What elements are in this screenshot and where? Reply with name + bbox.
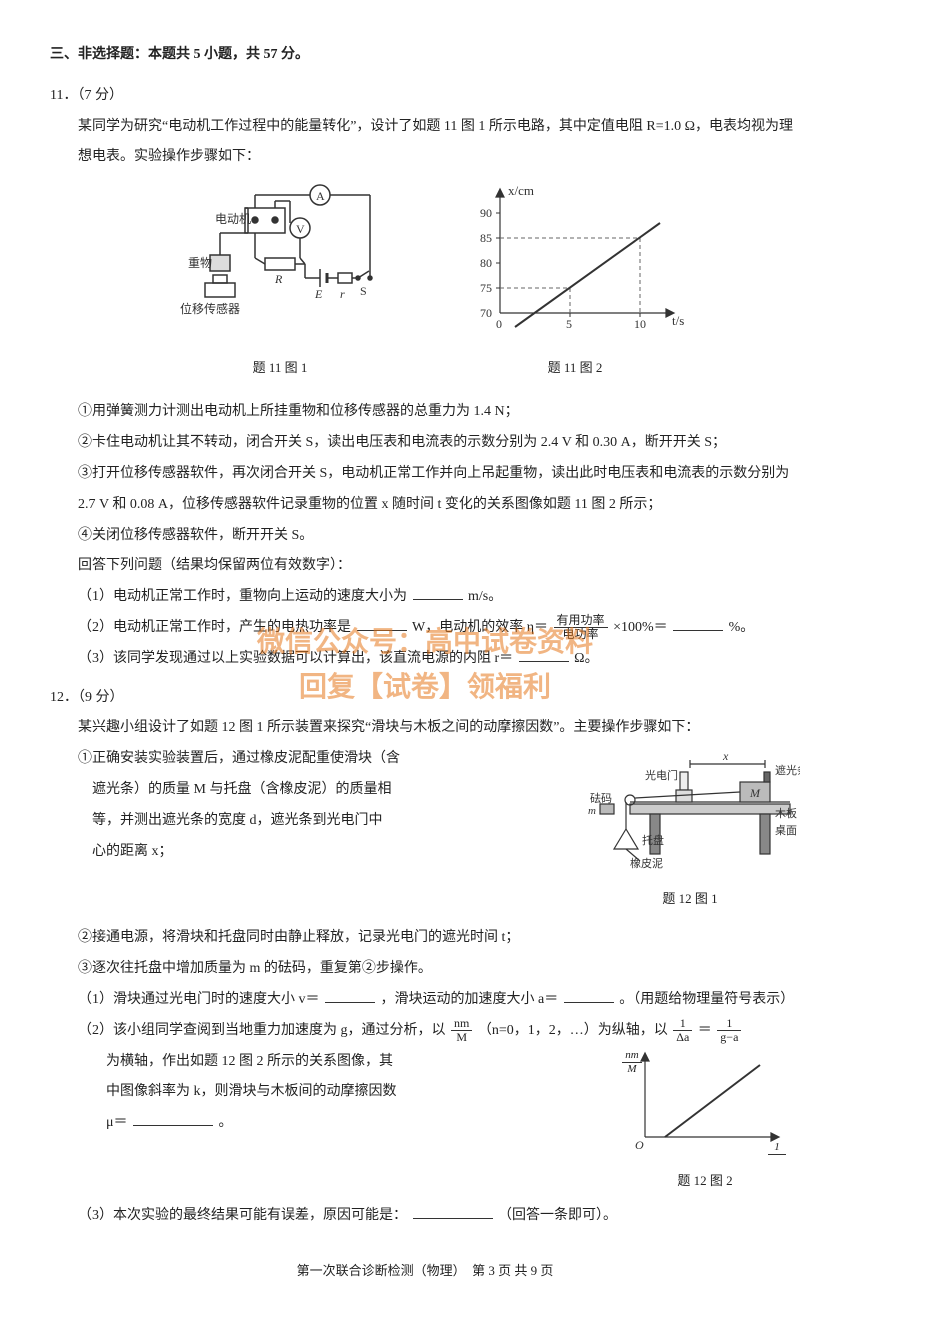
q11-step3: ③打开位移传感器软件，再次闭合开关 S，电动机正常工作并向上吊起重物，读出此时电…	[50, 459, 800, 521]
q12-step2: ②接通电源，将滑块和托盘同时由静止释放，记录光电门的遮光时间 t；	[50, 923, 800, 954]
q11-step2: ②卡住电动机让其不转动，闭合开关 S，读出电压表和电流表的示数分别为 2.4 V…	[50, 428, 800, 459]
q12-a2-eq: ＝	[698, 1023, 712, 1038]
q11-a3-unit: Ω。	[574, 651, 598, 666]
q11-intro: 某同学为研究“电动机工作过程中的能量转化”，设计了如题 11 图 1 所示电路，…	[50, 112, 800, 174]
q12-a1-pre: （1）滑块通过光电门时的速度大小 v＝	[78, 992, 320, 1007]
q12-a2-dot: 。	[219, 1115, 233, 1130]
blank-q12-3[interactable]	[413, 1204, 493, 1219]
label-weight: 重物	[188, 256, 212, 270]
q12-a1-mid: ，滑块运动的加速度大小 a＝	[381, 992, 559, 1007]
q11-number: 11．（7 分）	[50, 81, 800, 112]
yt70: 70	[480, 306, 492, 320]
blank-q12-1b[interactable]	[564, 988, 614, 1003]
q11-a1-unit: m/s。	[468, 589, 502, 604]
blank-q12-mu[interactable]	[133, 1111, 213, 1126]
q11-a3: （3）该同学发现通过以上实验数据可以计算出，该直流电源的内阻 r＝ Ω。	[50, 644, 800, 675]
q12-figure2: O nm M 1 Δa 题 12 图 2	[620, 1047, 790, 1196]
label-putty: 橡皮泥	[630, 857, 663, 870]
blank-q11-1[interactable]	[413, 585, 463, 600]
frac-1da-num: 1	[673, 1017, 692, 1031]
frac-eta: 有用功率 电功率	[554, 614, 608, 641]
page-footer: 第一次联合诊断检测（物理） 第 3 页 共 9 页	[50, 1257, 800, 1286]
xt5: 5	[566, 317, 572, 331]
label-S: S	[360, 284, 367, 298]
yt85: 85	[480, 231, 492, 245]
q12-fig2-caption: 题 12 图 2	[620, 1167, 790, 1196]
blank-q12-1a[interactable]	[325, 988, 375, 1003]
q12-a2: （2）该小组同学查阅到当地重力加速度为 g，通过分析，以 nm M （n=0，1…	[50, 1016, 800, 1047]
xt0: 0	[496, 317, 502, 331]
blank-q11-2b[interactable]	[673, 616, 723, 631]
fig2-yl-den: M	[622, 1062, 641, 1074]
frac-nmM-num: nm	[451, 1017, 472, 1031]
label-r: r	[340, 287, 345, 301]
q12-intro: 某兴趣小组设计了如题 12 图 1 所示装置来探究“滑块与木板之间的动摩擦因数”…	[50, 713, 800, 744]
frac-nmM: nm M	[451, 1017, 472, 1044]
fig2-xl-num: 1	[768, 1141, 786, 1154]
q11-a2-suf: ×100%＝	[613, 620, 668, 635]
q11-a2-mid: W，电动机的效率 η＝	[412, 620, 548, 635]
frac-1ga-num: 1	[717, 1017, 741, 1031]
q12-a2-pre: （2）该小组同学查阅到当地重力加速度为 g，通过分析，以	[78, 1023, 449, 1038]
yt80: 80	[480, 256, 492, 270]
q12-a1: （1）滑块通过光电门时的速度大小 v＝ ，滑块运动的加速度大小 a＝ 。（用题给…	[50, 985, 800, 1016]
label-motor: 电动机	[215, 212, 251, 226]
fig2-xlabel: t/s	[672, 313, 684, 328]
label-m: m	[588, 805, 596, 817]
q12-number: 12．（9 分）	[50, 683, 800, 714]
label-M: M	[749, 786, 761, 800]
q11-answerhead: 回答下列问题（结果均保留两位有效数字）：	[50, 551, 800, 582]
q11-a2-pre: （2）电动机正常工作时，产生的电热功率是	[78, 620, 351, 635]
label-gate: 光电门	[645, 768, 678, 782]
q12-a2-mu: μ＝	[106, 1115, 128, 1130]
label-table: 桌面	[775, 824, 797, 837]
q11-step4: ④关闭位移传感器软件，断开开关 S。	[50, 521, 800, 552]
label-A: A	[316, 189, 325, 203]
frac-eta-den: 电功率	[554, 628, 608, 641]
label-strip: 遮光条	[775, 763, 800, 777]
q11-a3-pre: （3）该同学发现通过以上实验数据可以计算出，该直流电源的内阻 r＝	[78, 651, 513, 666]
label-board: 木板	[775, 806, 797, 820]
fig2-xl-den: Δa	[768, 1154, 786, 1156]
q12-a2-mid1: （n=0，1，2，…）为纵轴，以	[478, 1023, 671, 1038]
q12-a3-pre: （3）本次实验的最终结果可能有误差，原因可能是：	[78, 1208, 407, 1223]
blank-q11-3[interactable]	[519, 647, 569, 662]
q12-a3-suf: （回答一条即可）。	[498, 1208, 617, 1223]
q12-a1-suf: 。（用题给物理量符号表示）	[619, 992, 794, 1007]
q11-a1-pre: （1）电动机正常工作时，重物向上运动的速度大小为	[78, 589, 407, 604]
label-x: x	[722, 749, 729, 763]
q11-a2: （2）电动机正常工作时，产生的电热功率是 W，电动机的效率 η＝ 有用功率 电功…	[50, 613, 800, 644]
q12-figure1: M 遮光条 光电门 x 托盘	[580, 744, 800, 913]
q11-fig1-caption: 题 11 图 1	[160, 354, 400, 383]
frac-1da: 1 Δa	[673, 1017, 692, 1044]
fig2-ylabel: x/cm	[508, 183, 534, 198]
q11-fig2-caption: 题 11 图 2	[460, 354, 690, 383]
frac-1ga-den: g−a	[717, 1031, 741, 1044]
yt90: 90	[480, 206, 492, 220]
label-V: V	[296, 222, 305, 236]
q11-step1: ①用弹簧测力计测出电动机上所挂重物和位移传感器的总重力为 1.4 N；	[50, 397, 800, 428]
q11-figure2: x/cm t/s 70 75 80 85 90 0 5 10	[460, 183, 690, 382]
label-pan: 托盘	[642, 833, 664, 847]
frac-nmM-den: M	[451, 1031, 472, 1044]
frac-1da-den: Δa	[673, 1031, 692, 1044]
q12-step3: ③逐次往托盘中增加质量为 m 的砝码，重复第②步操作。	[50, 954, 800, 985]
label-E: E	[314, 287, 323, 301]
frac-1ga: 1 g−a	[717, 1017, 741, 1044]
q12-fig1-caption: 题 12 图 1	[580, 885, 800, 914]
q11-figure1: 电动机 A V R	[160, 183, 400, 382]
q12-a3: （3）本次实验的最终结果可能有误差，原因可能是： （回答一条即可）。	[50, 1201, 800, 1232]
label-weight: 砝码	[590, 791, 612, 805]
blank-q11-2a[interactable]	[357, 616, 407, 631]
label-R: R	[274, 272, 283, 286]
q11-a2-unit: %。	[729, 620, 755, 635]
fig2-yl-num: nm	[622, 1049, 641, 1062]
label-sensor: 位移传感器	[180, 301, 240, 316]
q11-a1: （1）电动机正常工作时，重物向上运动的速度大小为 m/s。	[50, 582, 800, 613]
section-header: 三、非选择题：本题共 5 小题，共 57 分。	[50, 40, 800, 71]
fig2-O: O	[635, 1138, 644, 1152]
xt10: 10	[634, 317, 646, 331]
yt75: 75	[480, 281, 492, 295]
